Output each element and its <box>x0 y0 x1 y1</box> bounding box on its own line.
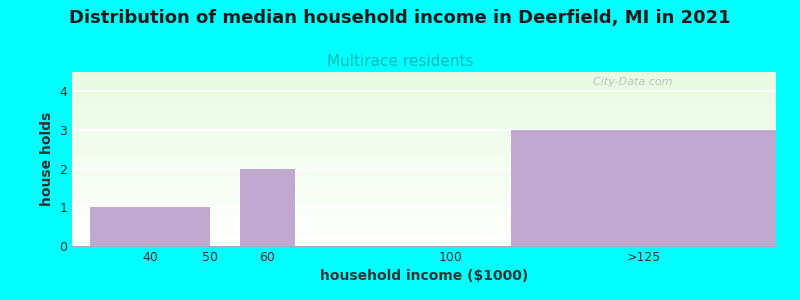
Text: Multirace residents: Multirace residents <box>326 54 474 69</box>
Bar <box>241 169 294 246</box>
Text: City-Data.com: City-Data.com <box>586 77 673 87</box>
Bar <box>511 130 776 246</box>
Y-axis label: house holds: house holds <box>39 112 54 206</box>
X-axis label: household income ($1000): household income ($1000) <box>320 269 528 284</box>
Bar <box>90 207 210 246</box>
Text: Distribution of median household income in Deerfield, MI in 2021: Distribution of median household income … <box>69 9 731 27</box>
